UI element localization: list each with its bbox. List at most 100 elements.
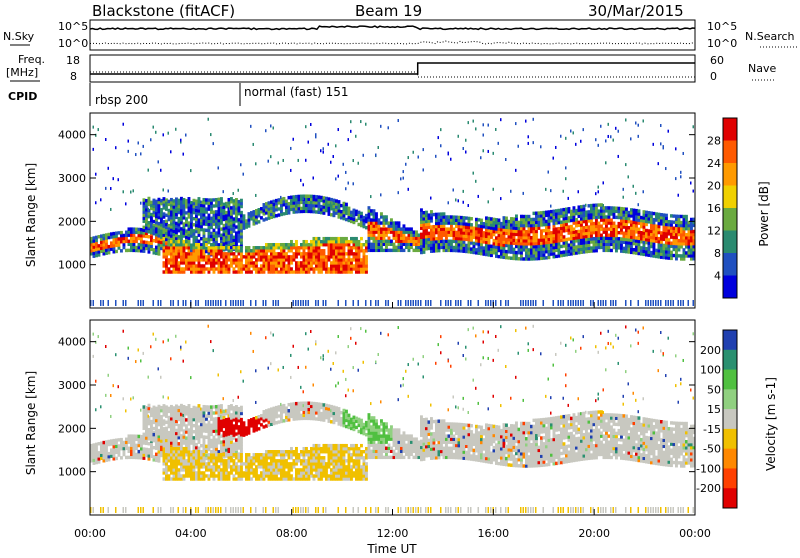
velocity-cell [180, 450, 183, 453]
power-cell [240, 258, 243, 261]
power-cell [393, 233, 396, 236]
power-cell [400, 230, 403, 233]
power-cell [258, 252, 261, 255]
power-cell [553, 228, 556, 231]
velocity-cell [115, 448, 118, 451]
power-cell [338, 246, 341, 249]
velocity-cell [138, 348, 140, 351]
power-cell [390, 230, 393, 233]
power-cell [643, 210, 646, 213]
power-cell [155, 203, 158, 206]
power-cell [118, 231, 121, 234]
power-cell [553, 300, 555, 306]
power-cell [548, 222, 551, 225]
power-cell [378, 224, 381, 227]
power-cell [568, 228, 571, 231]
velocity-cell [218, 411, 221, 414]
power-cell [148, 235, 151, 238]
power-cell [573, 215, 576, 218]
power-cell [135, 228, 138, 231]
velocity-cell [193, 465, 196, 468]
power-cell [103, 240, 106, 243]
power-cell [510, 220, 513, 223]
velocity-cell [185, 450, 188, 453]
velocity-cell [188, 437, 191, 440]
power-cell [145, 214, 148, 217]
velocity-cell [230, 416, 233, 419]
power-cell [113, 250, 116, 253]
velocity-cell [228, 444, 231, 447]
power-cell [455, 216, 458, 219]
power-cell [490, 217, 493, 220]
power-cell [613, 212, 616, 215]
power-cell [623, 241, 626, 244]
velocity-cell [213, 411, 216, 414]
power-cell [165, 267, 168, 270]
power-cell [308, 207, 311, 210]
power-cell [645, 232, 648, 235]
power-cell [353, 267, 356, 270]
power-cell [350, 258, 353, 261]
velocity-cell [190, 426, 193, 429]
power-cell [633, 242, 636, 245]
power-cell [428, 216, 431, 219]
velocity-cell [210, 417, 213, 420]
power-cell [298, 246, 301, 249]
velocity-cell [128, 357, 130, 360]
power-cell [605, 240, 608, 243]
power-cell [603, 221, 606, 224]
velocity-cell [208, 414, 211, 417]
power-cell [178, 261, 181, 264]
power-cell [428, 232, 431, 235]
power-cell [343, 267, 346, 270]
velocity-cell [163, 340, 165, 343]
power-cell [548, 213, 551, 216]
power-cell [363, 267, 366, 270]
power-cell [673, 233, 676, 236]
power-cell [630, 137, 632, 140]
power-cell [323, 211, 326, 214]
velocity-cell [145, 421, 148, 424]
power-cell [458, 300, 460, 306]
velocity-cell [118, 450, 121, 453]
power-cell [388, 227, 391, 230]
power-cell [175, 261, 178, 264]
velocity-cell [213, 420, 216, 423]
power-cell [313, 243, 316, 246]
power-cell [618, 216, 621, 219]
power-cell [228, 222, 231, 225]
velocity-cell [210, 445, 213, 448]
power-cell [423, 241, 426, 244]
power-cell [635, 236, 638, 239]
power-cell [190, 219, 193, 222]
power-cell [188, 203, 191, 206]
velocity-cell [165, 465, 168, 468]
power-cell [658, 255, 661, 258]
power-cell [195, 243, 198, 246]
power-cell [100, 244, 103, 247]
velocity-cell [173, 465, 176, 468]
power-cell [305, 243, 308, 246]
power-cell [363, 216, 366, 219]
power-cell [243, 223, 246, 226]
velocity-cell [113, 442, 116, 445]
power-cell [318, 258, 321, 261]
power-cell [280, 201, 283, 204]
velocity-cell [228, 429, 231, 432]
power-cell [260, 270, 263, 273]
power-cell [545, 238, 548, 241]
power-cell [333, 246, 336, 249]
cpid-segment-2: normal (fast) 151 [244, 85, 348, 99]
power-cell [658, 162, 660, 165]
power-cell [383, 227, 386, 230]
power-cell [420, 242, 423, 245]
power-cell [203, 219, 206, 222]
power-cell [405, 240, 408, 243]
power-cell [408, 237, 411, 240]
power-cell [275, 264, 278, 267]
power-cell [288, 211, 291, 214]
velocity-cell [155, 407, 158, 410]
power-cell [365, 300, 367, 306]
power-cell [448, 221, 451, 224]
velocity-cell [110, 442, 113, 445]
